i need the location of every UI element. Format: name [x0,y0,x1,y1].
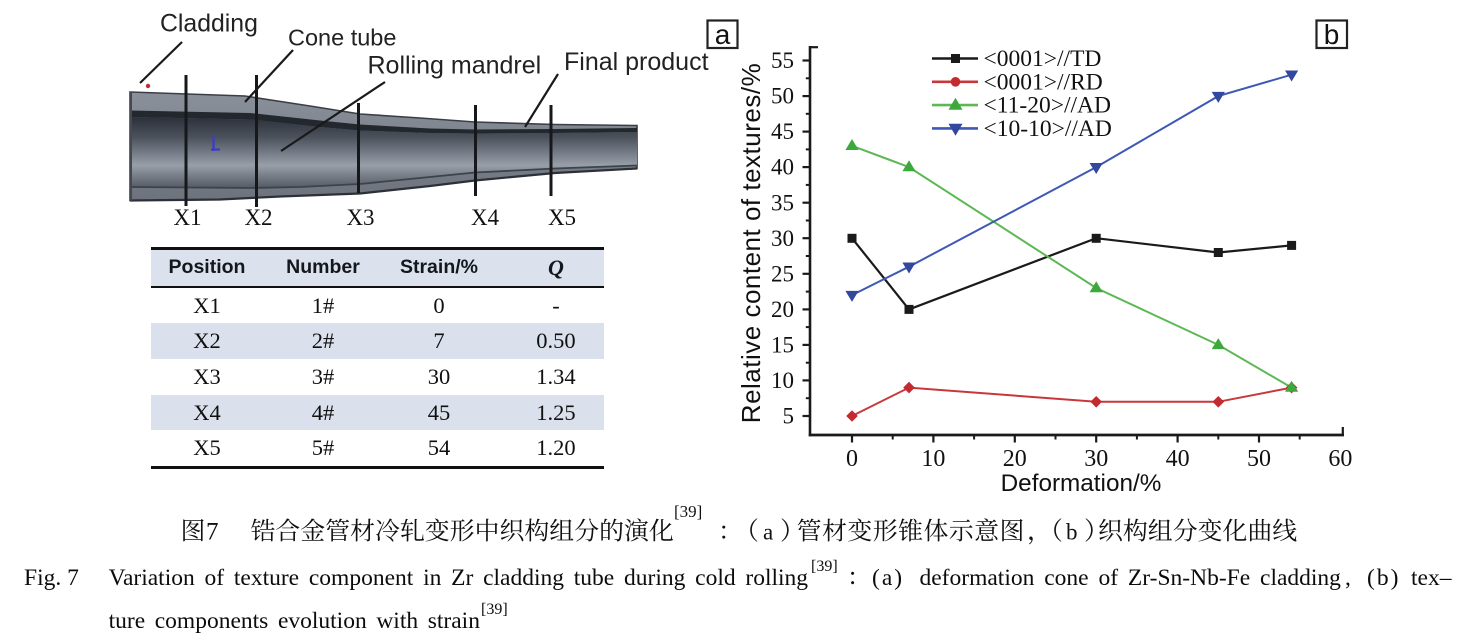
svg-text:<0001>//RD: <0001>//RD [984,69,1103,95]
svg-text:<11-20>//AD: <11-20>//AD [984,93,1111,119]
svg-text:10: 10 [921,446,945,472]
svg-text:40: 40 [1166,446,1190,472]
svg-text:50: 50 [1247,446,1271,472]
svg-text:a: a [763,520,773,545]
svg-text:a: a [715,19,731,50]
svg-text:b: b [1324,19,1340,50]
svg-text:5: 5 [783,404,795,429]
svg-text:X1: X1 [173,205,201,230]
svg-text:b: b [1066,520,1078,545]
svg-text:20: 20 [771,297,794,322]
svg-text:35: 35 [771,190,794,215]
svg-text:X3: X3 [346,205,374,230]
svg-text:30: 30 [771,226,794,251]
svg-text:<0001>//TD: <0001>//TD [984,46,1102,72]
svg-text:15: 15 [771,333,794,358]
svg-text:X5: X5 [548,205,576,230]
svg-text:Rolling mandrel: Rolling mandrel [368,52,542,80]
svg-text:Cone tube: Cone tube [288,25,396,51]
svg-text:55: 55 [771,48,794,73]
svg-text:Final product: Final product [564,48,709,76]
svg-text:<10-10>//AD: <10-10>//AD [984,116,1112,142]
svg-text:20: 20 [1003,446,1027,472]
svg-text:7: 7 [206,519,219,546]
svg-text:Cladding: Cladding [160,11,258,38]
svg-text:0: 0 [846,446,858,472]
svg-text:10: 10 [771,368,794,393]
svg-text:Relative content of textures/%: Relative content of textures/% [736,63,766,423]
svg-text:60: 60 [1328,446,1352,472]
svg-text:40: 40 [771,155,794,180]
svg-text:X4: X4 [471,205,500,230]
svg-text:30: 30 [1084,446,1108,472]
svg-text:50: 50 [771,84,794,109]
svg-text:[39]: [39] [674,502,702,521]
svg-text:X2: X2 [244,205,272,230]
svg-text:25: 25 [771,261,794,286]
svg-text:45: 45 [771,119,794,144]
svg-text:Deformation/%: Deformation/% [1001,470,1162,497]
